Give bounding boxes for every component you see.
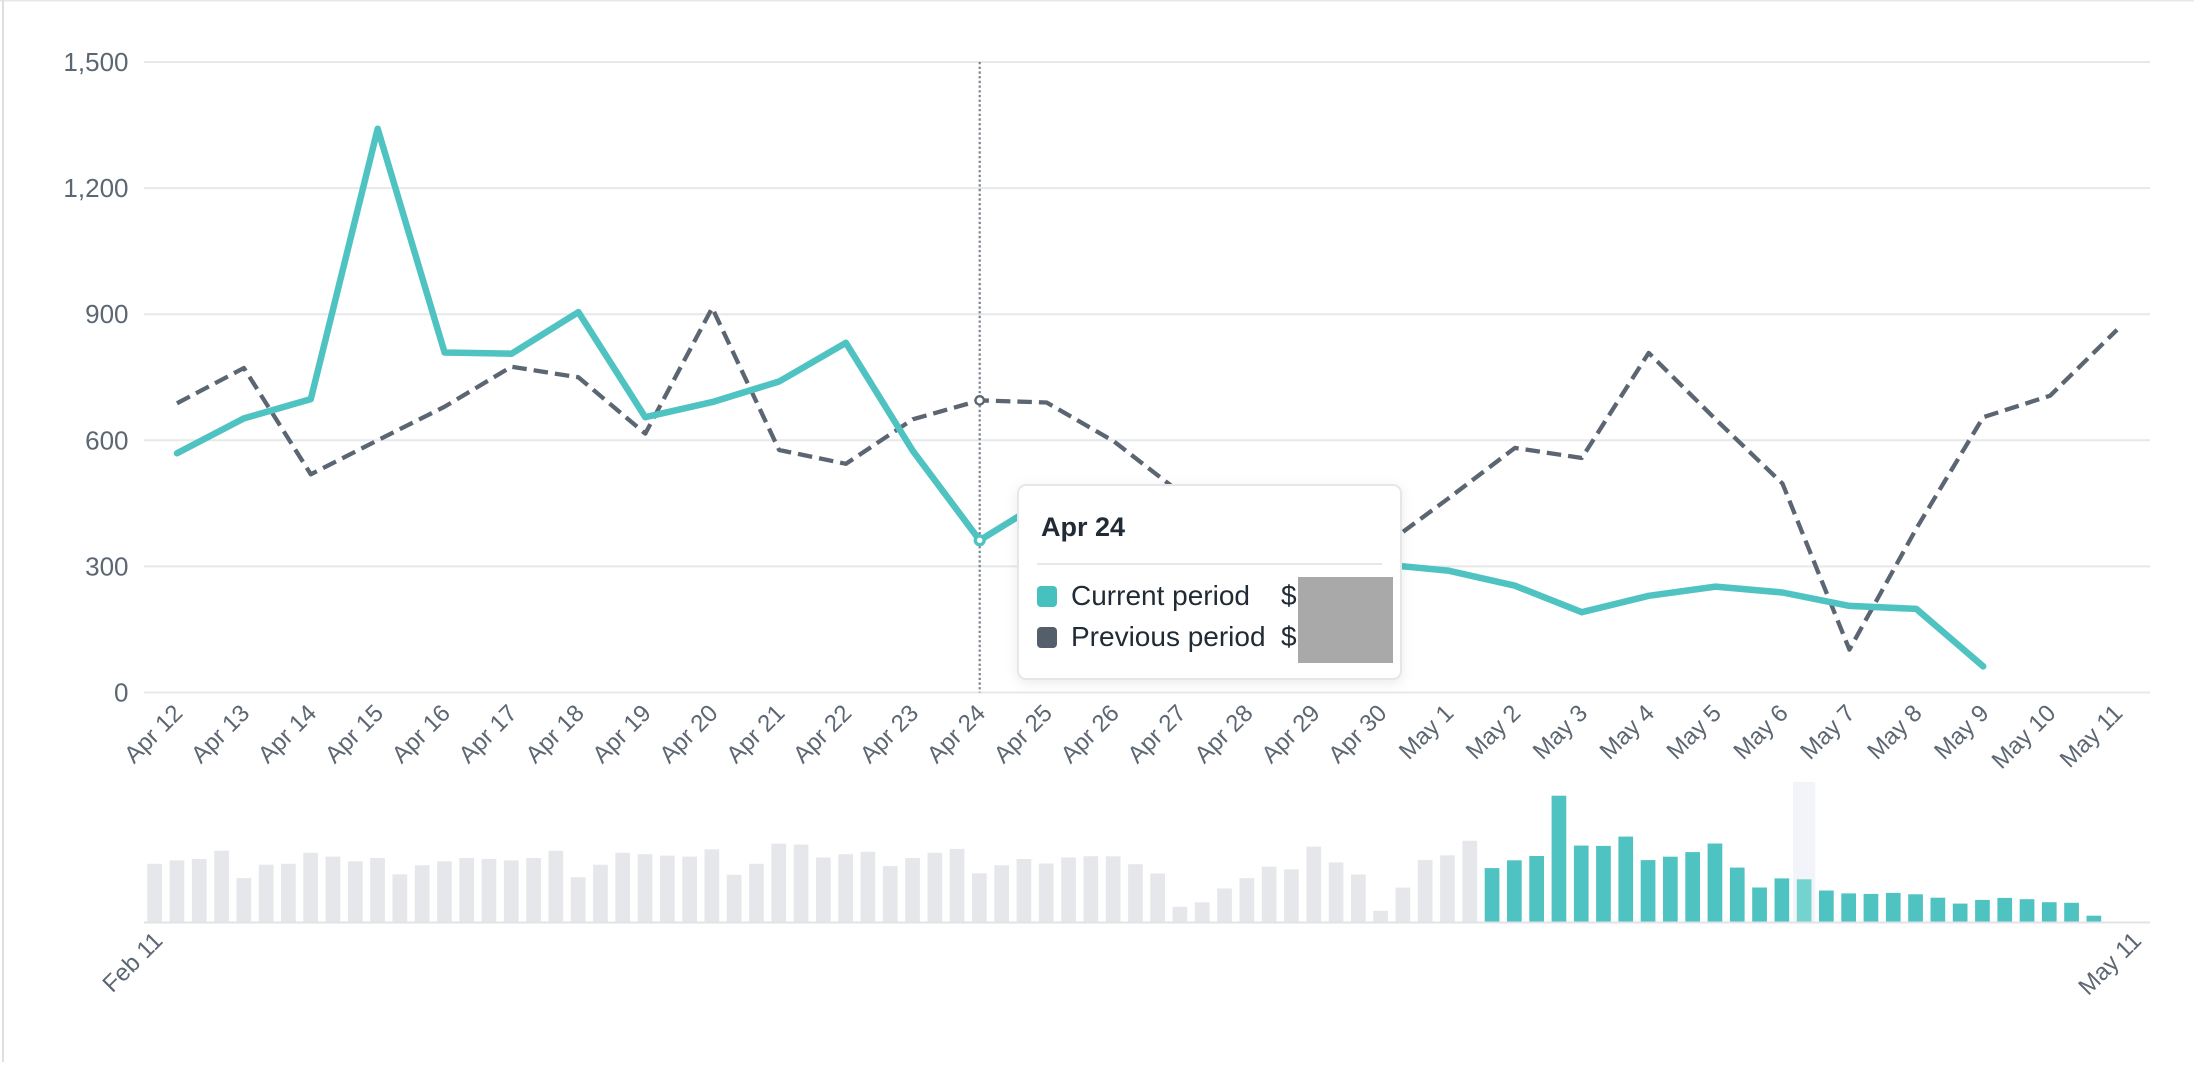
svg-text:300: 300 <box>85 551 128 581</box>
svg-text:1,500: 1,500 <box>63 47 128 77</box>
svg-text:$: $ <box>1281 621 1297 652</box>
svg-text:Previous period: Previous period <box>1071 621 1266 652</box>
svg-text:$: $ <box>1281 580 1297 611</box>
svg-text:Apr 24: Apr 24 <box>1041 512 1125 542</box>
svg-text:Current period: Current period <box>1071 580 1250 611</box>
svg-text:0: 0 <box>114 678 128 708</box>
svg-text:600: 600 <box>85 425 128 455</box>
svg-text:900: 900 <box>85 299 128 329</box>
svg-text:1,200: 1,200 <box>63 173 128 203</box>
